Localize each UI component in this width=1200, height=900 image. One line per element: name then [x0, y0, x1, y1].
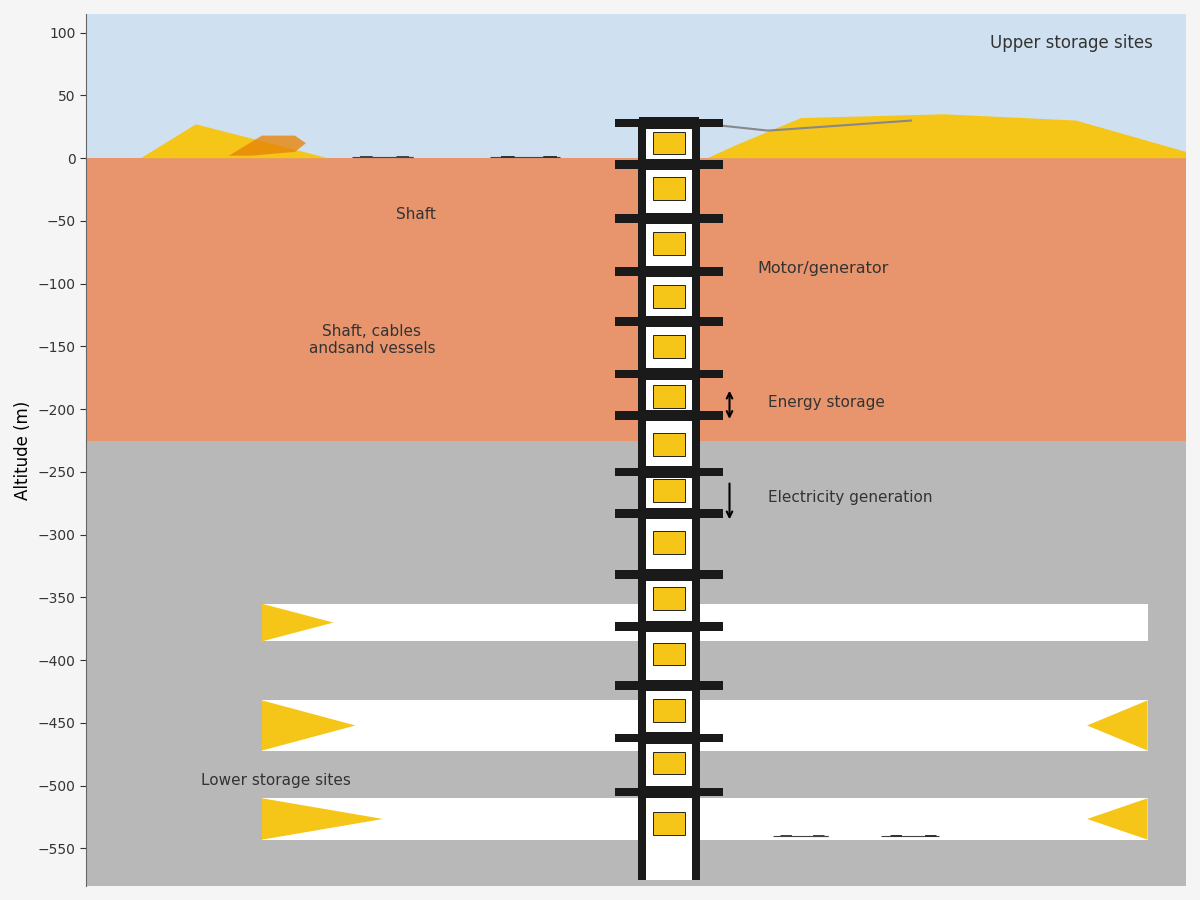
Bar [616, 266, 640, 275]
Bar [698, 370, 722, 379]
Bar [640, 466, 698, 478]
Bar [86, 158, 1186, 441]
Bar [653, 588, 685, 610]
Y-axis label: Altitude (m): Altitude (m) [14, 400, 32, 500]
Bar [640, 117, 698, 129]
Bar [653, 177, 685, 200]
Bar [653, 752, 685, 774]
Bar [698, 119, 722, 128]
Bar [698, 509, 722, 518]
Text: Shaft, cables
andsand vessels: Shaft, cables andsand vessels [308, 324, 436, 356]
Text: Lower storage sites: Lower storage sites [202, 773, 352, 788]
Bar [653, 285, 685, 308]
Bar [262, 700, 1147, 751]
Bar [698, 160, 722, 169]
Bar [262, 604, 1147, 642]
Bar [640, 680, 698, 691]
Text: Motor/generator: Motor/generator [757, 261, 888, 276]
Bar [640, 316, 698, 327]
Bar [698, 571, 722, 580]
Bar [616, 571, 640, 580]
Text: Shaft: Shaft [396, 207, 436, 222]
Bar [640, 569, 698, 580]
Text: Energy storage: Energy storage [768, 395, 884, 410]
Bar [640, 368, 698, 380]
Bar [698, 622, 722, 631]
Bar [653, 232, 685, 255]
Bar [616, 734, 640, 742]
Bar [698, 681, 722, 689]
Text: Upper storage sites: Upper storage sites [990, 34, 1153, 52]
Bar [653, 335, 685, 358]
Bar [616, 411, 640, 420]
Bar [653, 433, 685, 455]
Bar [698, 788, 722, 796]
Bar [616, 788, 640, 796]
Bar [653, 132, 685, 155]
Bar [653, 699, 685, 722]
Polygon shape [1087, 700, 1147, 751]
Polygon shape [262, 798, 383, 840]
Bar [640, 266, 698, 277]
Bar [86, 441, 1186, 886]
Bar [698, 468, 722, 476]
Bar [616, 370, 640, 379]
Bar [638, 121, 700, 880]
Bar [653, 531, 685, 554]
Bar [616, 317, 640, 326]
Text: Electricity generation: Electricity generation [768, 490, 932, 505]
Bar [698, 411, 722, 420]
Bar [640, 621, 698, 632]
Bar [640, 787, 698, 797]
Bar [653, 643, 685, 665]
Bar [653, 385, 685, 408]
Bar [616, 468, 640, 476]
Bar [86, 14, 1186, 158]
Bar [698, 266, 722, 275]
Bar [640, 212, 698, 224]
Bar [640, 158, 698, 170]
Bar [262, 798, 1147, 840]
Bar [653, 480, 685, 502]
Bar [646, 121, 692, 880]
Bar [616, 509, 640, 518]
Bar [698, 214, 722, 223]
Bar [640, 410, 698, 421]
Polygon shape [262, 604, 334, 642]
Bar [616, 160, 640, 169]
Polygon shape [1087, 798, 1147, 840]
Bar [616, 622, 640, 631]
Bar [698, 734, 722, 742]
Bar [616, 119, 640, 128]
Polygon shape [708, 114, 1186, 158]
Polygon shape [229, 136, 306, 156]
Bar [653, 812, 685, 834]
Bar [640, 508, 698, 519]
Bar [698, 317, 722, 326]
Bar [616, 214, 640, 223]
Bar [616, 681, 640, 689]
Polygon shape [140, 124, 328, 158]
Polygon shape [262, 700, 355, 751]
Bar [640, 733, 698, 743]
